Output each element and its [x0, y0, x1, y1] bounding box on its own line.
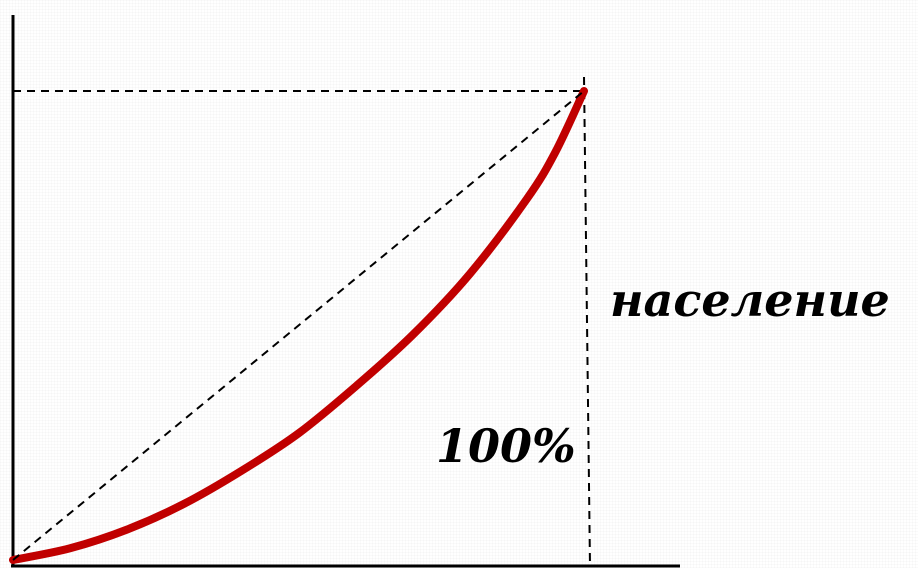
x-axis-label: население	[610, 273, 890, 327]
axes	[11, 15, 680, 568]
lorenz-curve-line	[9, 87, 588, 564]
series-layer	[9, 87, 588, 564]
equality-diagonal-line	[12, 90, 585, 561]
right-dashed-guide	[583, 76, 591, 567]
annotation-100-percent: 100%	[436, 419, 576, 473]
guide-lines	[13, 76, 591, 567]
